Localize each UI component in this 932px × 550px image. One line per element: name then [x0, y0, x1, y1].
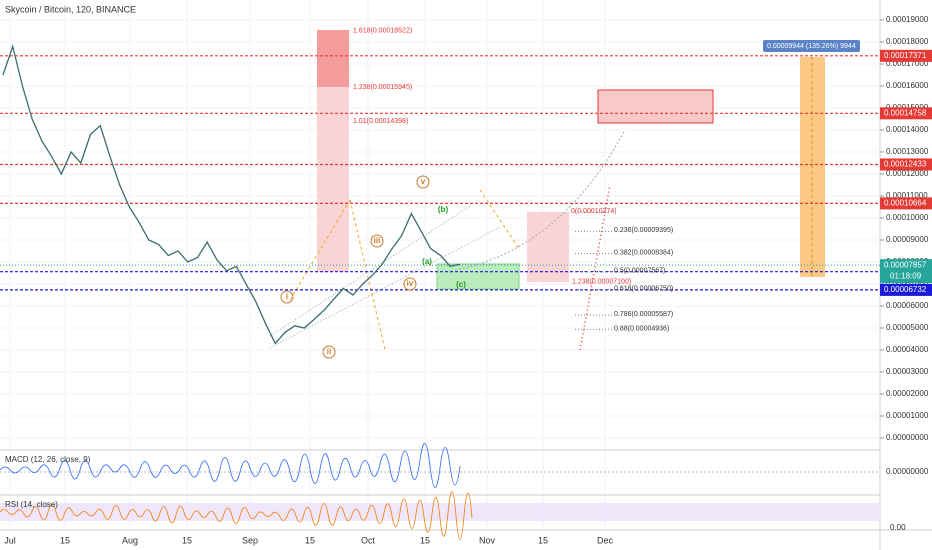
- y-tick-label: 0.00004000: [886, 345, 929, 354]
- y-tick-label: 0.00003000: [886, 367, 929, 376]
- level-tag: [880, 283, 932, 296]
- channel-line: [269, 226, 501, 349]
- x-tick-label: Jul: [4, 535, 16, 545]
- wave-marker: [403, 277, 417, 291]
- x-tick-label: Sep: [242, 535, 258, 545]
- wave-label: (b): [438, 205, 449, 214]
- x-tick-label: 15: [420, 535, 430, 545]
- x-tick-label: Oct: [361, 535, 376, 545]
- y-tick-label: 0.00001000: [886, 411, 929, 420]
- y-tick-label: 0.00014000: [886, 125, 929, 134]
- fib-label: 0.88(0.00004936): [614, 325, 669, 332]
- macd-line: [0, 443, 461, 488]
- wave-label: i: [286, 292, 288, 301]
- y-tick-label: 0.00007000: [886, 279, 929, 288]
- wave-label: iv: [407, 279, 414, 288]
- rsi-label: RSI (14, close): [5, 500, 58, 509]
- x-tick-label: 15: [305, 535, 315, 545]
- y-tick-label: 0.00018000: [886, 37, 929, 46]
- range-tag: [763, 40, 860, 52]
- target-box: [317, 87, 349, 272]
- x-tick-label: Nov: [479, 535, 496, 545]
- y-tick-label: 0.00011000: [886, 191, 928, 200]
- wave-marker: [370, 234, 384, 248]
- level-tag: [880, 158, 932, 171]
- x-tick-label: 15: [60, 535, 70, 545]
- fib-label: 1.618(0.00018522): [353, 27, 412, 34]
- y-tick-label: 0.00005000: [886, 323, 929, 332]
- y-tick-label: 0.00009000: [886, 235, 929, 244]
- fib-label: 0.382(0.00008384): [614, 249, 673, 256]
- fib-label: 0.236(0.00009395): [614, 227, 673, 234]
- fib-label: 0(0.00010274): [571, 208, 617, 215]
- x-tick-label: Aug: [122, 535, 138, 545]
- countdown-label: 01:18:09: [890, 271, 922, 280]
- level-label: 0.00012433: [884, 160, 927, 169]
- x-tick-label: 15: [182, 535, 192, 545]
- rsi-band: [0, 503, 880, 521]
- y-tick-label: 0.00010000: [886, 213, 929, 222]
- wave-label: v: [421, 177, 426, 186]
- wave-label: (a): [422, 257, 432, 266]
- last-price-label: 0.00007857: [884, 260, 927, 269]
- wave-marker: [280, 290, 294, 304]
- wave-line: [479, 189, 521, 251]
- range-label: 0.00009944 (135.26%) 9944: [767, 43, 856, 50]
- level-label: 0.00017371: [884, 51, 927, 60]
- macd-label: MACD (12, 26, close, 9): [5, 455, 91, 464]
- level-tag: [880, 197, 932, 210]
- channel-line: [269, 205, 471, 337]
- y-tick-label: 0.00002000: [886, 389, 929, 398]
- wave-label: iii: [374, 236, 381, 245]
- level-label: 0.00006732: [884, 285, 927, 294]
- y-tick-label: 0.00016000: [886, 81, 929, 90]
- y-tick-label: 0.00000000: [886, 433, 929, 442]
- level-label: 0.00010664: [884, 199, 927, 208]
- macd-axis-label: 0.00000000: [886, 467, 929, 476]
- wave-label: (c): [456, 280, 466, 289]
- y-tick-label: 0.00013000: [886, 147, 929, 156]
- y-tick-label: 0.00017000: [886, 59, 929, 68]
- target-box: [317, 30, 349, 87]
- fib-label: 0.786(0.00005587): [614, 311, 673, 318]
- chart-title: Skycoin / Bitcoin, 120, BINANCE: [5, 4, 136, 14]
- x-tick-label: 15: [538, 535, 548, 545]
- level-tag: [880, 107, 932, 120]
- projection-box: [527, 212, 569, 282]
- wave-line: [289, 199, 351, 301]
- y-tick-label: 0.00012000: [886, 169, 929, 178]
- rsi-line: [0, 491, 473, 540]
- price-line: [2, 44, 461, 345]
- fib-label: 1.01(0.00014398): [353, 118, 408, 125]
- y-tick-label: 0.00019000: [886, 15, 929, 24]
- fib-label: 0.618(0.00006750): [614, 285, 673, 292]
- target-box: [597, 89, 714, 124]
- level-label: 0.00014758: [884, 108, 927, 117]
- fib-label: 0.5(0.00007567): [614, 267, 665, 274]
- buy-zone: [436, 263, 520, 290]
- wave-line: [349, 199, 386, 351]
- wave-label: ii: [327, 347, 331, 356]
- wave-marker: [416, 175, 430, 189]
- y-tick-label: 0.00006000: [886, 301, 929, 310]
- rsi-axis-label: 0.00: [890, 523, 906, 532]
- fib-label: 1.238(0.00007100): [572, 279, 631, 286]
- last-price-tag: [880, 259, 932, 284]
- fib-label: 1.238(0.00015945): [353, 84, 412, 91]
- wave-marker: [322, 345, 336, 359]
- x-tick-label: Dec: [597, 535, 614, 545]
- level-tag: [880, 49, 932, 62]
